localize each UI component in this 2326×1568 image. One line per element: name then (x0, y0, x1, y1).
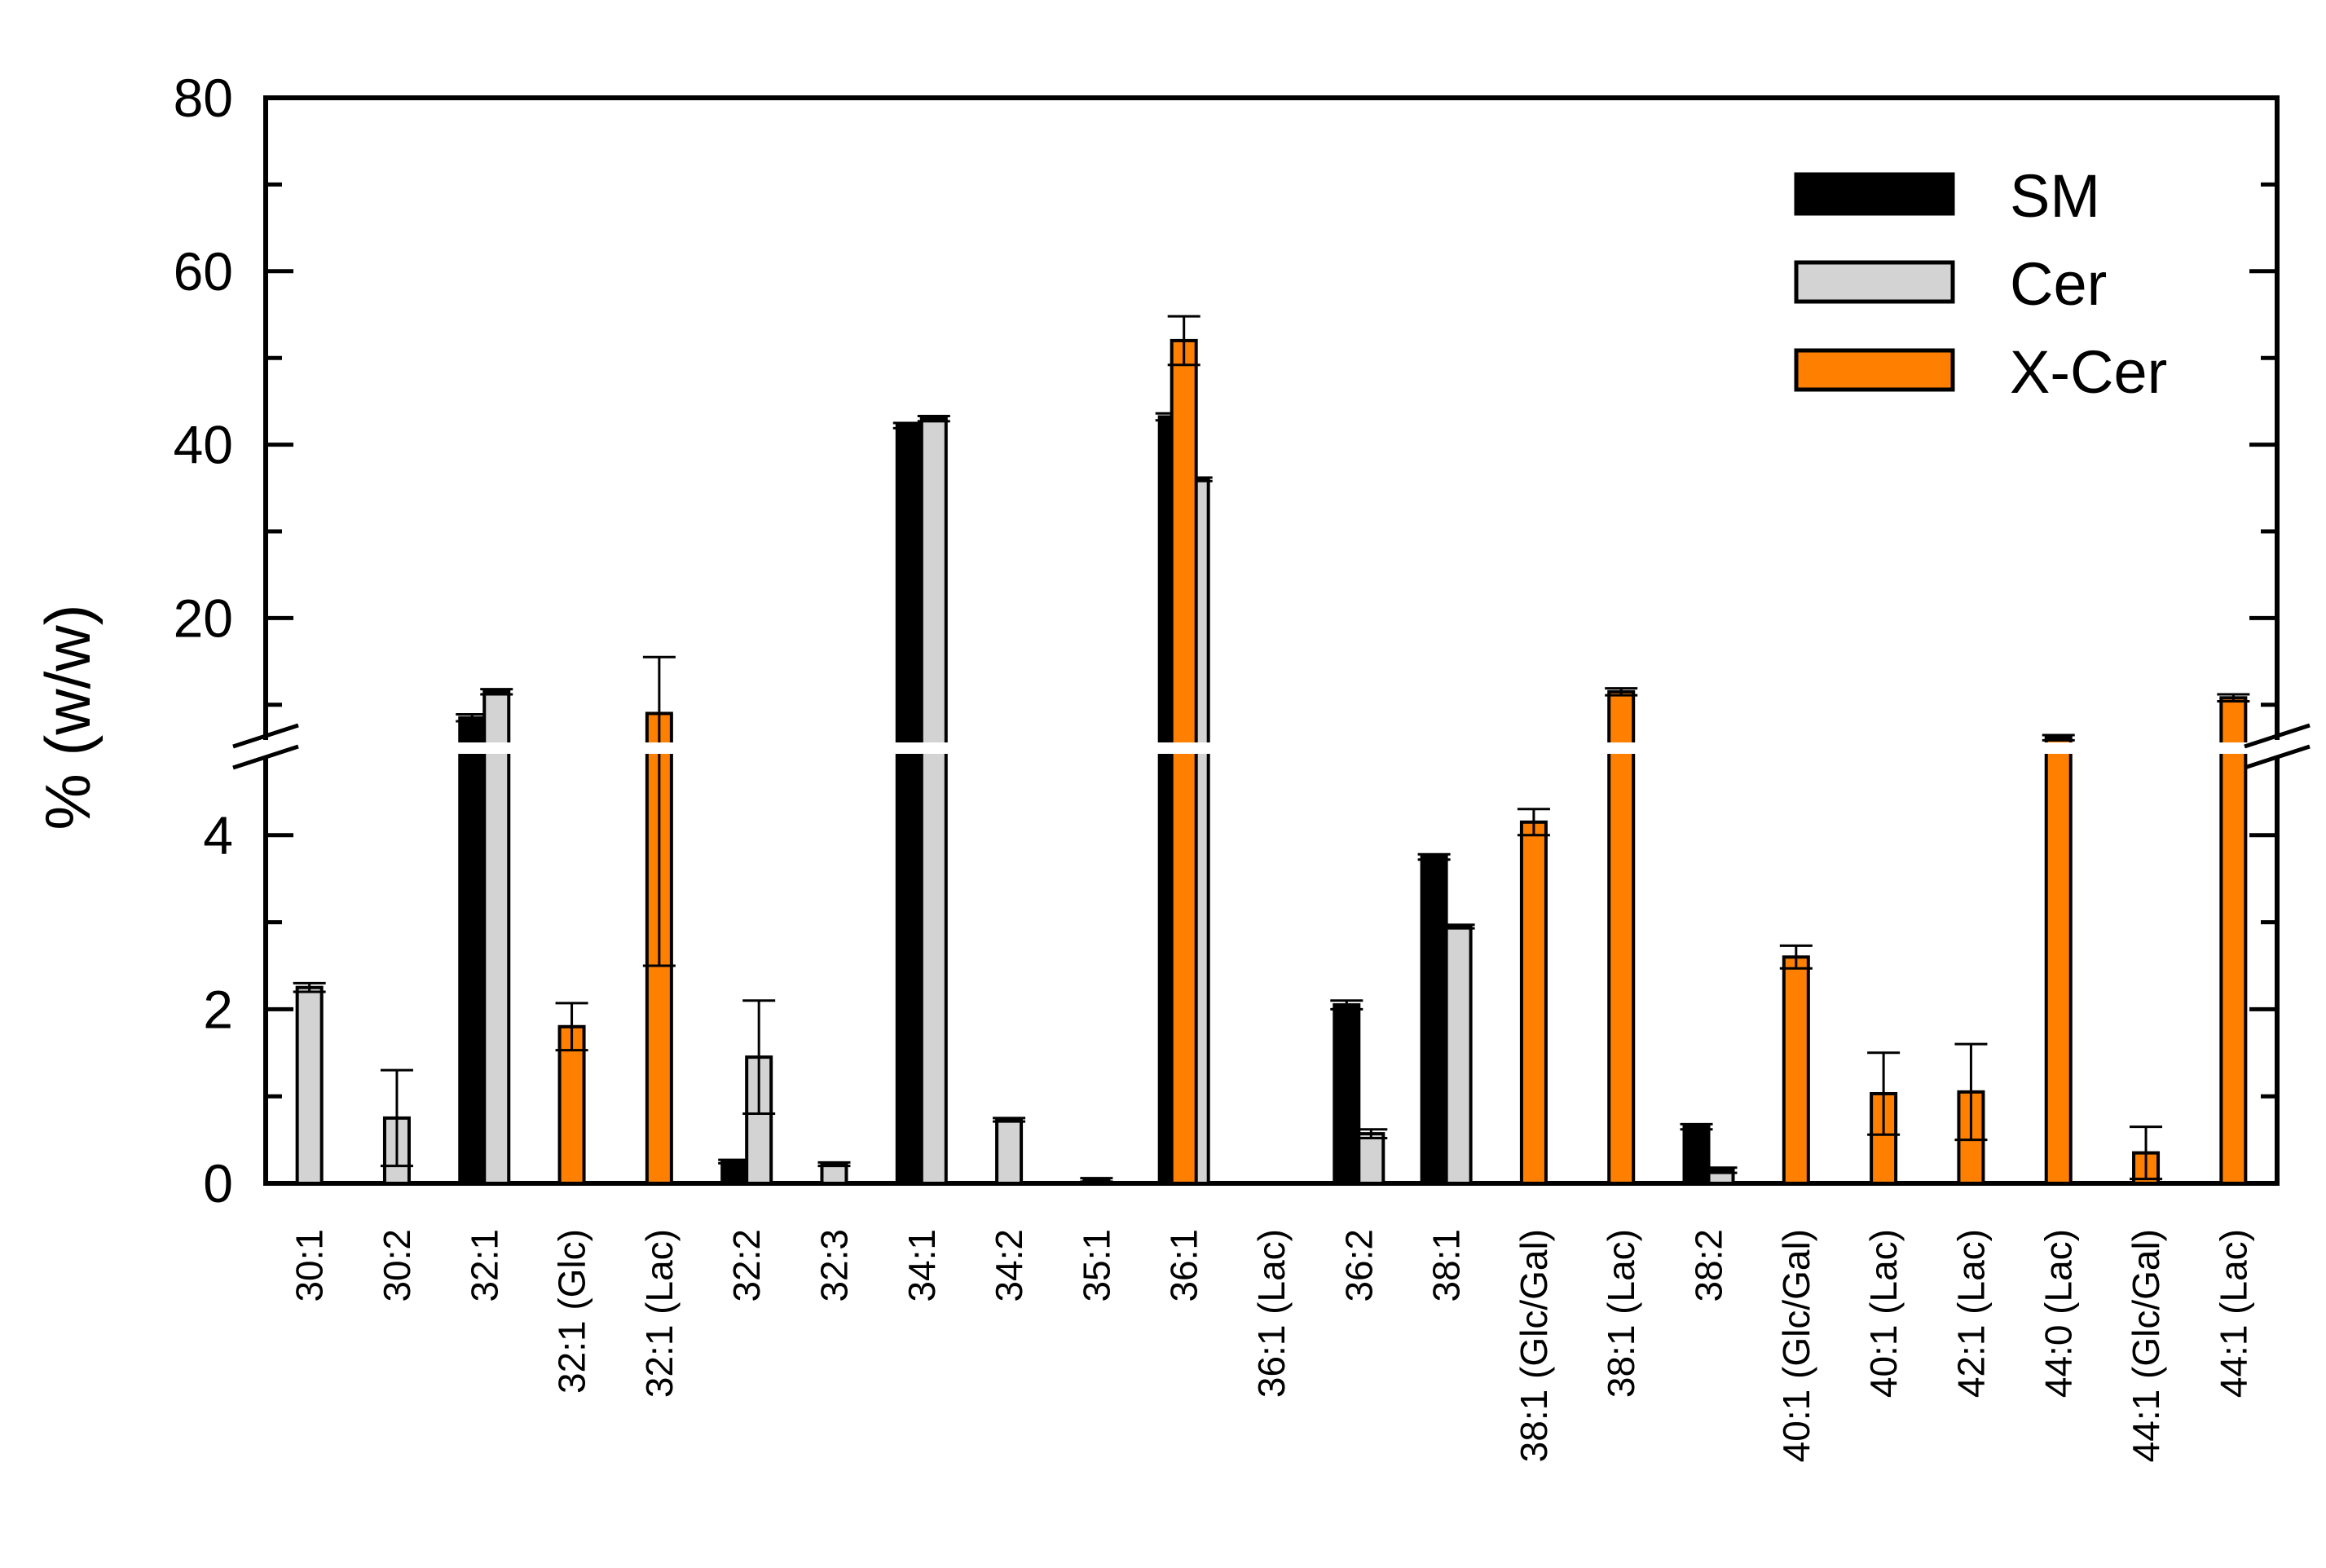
bar-cer-34-2 (995, 1118, 1024, 1186)
x-tick-label: 38:1 (1425, 1229, 1468, 1302)
legend-label-sm: SM (2010, 162, 2100, 230)
y-tick-label: 60 (174, 241, 233, 302)
y-axis: 0 2 4 20 40 60 80 (174, 68, 2277, 1213)
legend-label-cer: Cer (2010, 250, 2107, 318)
bar-x-cer-44-0-lac- (2044, 736, 2073, 1185)
y-tick-label: 4 (203, 805, 233, 865)
legend-swatch-sm (1794, 172, 1955, 216)
bar-x-cer-38-1-glc-gal- (1519, 820, 1548, 1186)
bar-cer-34-1 (919, 416, 948, 1185)
x-tick-label: 36:1 (1163, 1229, 1205, 1302)
bar-x-cer-36-1 (1170, 338, 1198, 1185)
x-tick-label: 32:1 (463, 1229, 505, 1302)
x-axis-labels: 30:1 30:2 32:1 32:1 (Glc) 32:1 (Lac) 32:2 32:3… (289, 1229, 2255, 1462)
bar-sm-32-2 (720, 1160, 749, 1186)
x-tick-label: 38:2 (1688, 1229, 1730, 1302)
x-tick-label: 44:1 (Lac) (2212, 1229, 2254, 1398)
x-tick-label: 30:2 (376, 1229, 418, 1302)
bar-cer-32-1 (482, 689, 511, 1185)
y-tick-label: 80 (174, 68, 233, 128)
x-tick-label: 38:1 (Lac) (1600, 1229, 1642, 1398)
bar-sm-36-2 (1333, 1003, 1361, 1186)
x-tick-label: 42:1 (Lac) (1949, 1229, 1992, 1398)
bar-sm-38-2 (1682, 1125, 1711, 1185)
bar-cer-36-2 (1357, 1132, 1385, 1186)
bar-sm-38-1 (1420, 855, 1448, 1185)
x-tick-label: 40:1 (Glc/Gal) (1775, 1229, 1817, 1462)
legend-swatch-cer (1794, 260, 1955, 304)
x-tick-label: 36:1 (Lac) (1250, 1229, 1293, 1398)
bar-cer-38-1 (1444, 924, 1473, 1185)
x-tick-label: 34:2 (988, 1229, 1030, 1302)
bar-sm-34-1 (895, 424, 923, 1185)
y-tick-label: 20 (174, 588, 233, 648)
x-tick-label: 30:1 (289, 1229, 331, 1302)
x-tick-label: 32:1 (Glc) (551, 1229, 593, 1394)
plot-frame (263, 95, 2280, 1186)
legend: SM Cer X-Cer (1794, 162, 2167, 406)
break-mark (232, 723, 299, 749)
axis-breaks (232, 723, 2311, 770)
bar-x-cer-38-1-lac- (1607, 689, 1636, 1185)
y-tick-label: 2 (203, 979, 233, 1039)
x-tick-label: 36:2 (1337, 1229, 1380, 1302)
bar-cer-30-1 (295, 985, 324, 1185)
x-tick-label: 32:1 (Lac) (638, 1229, 681, 1398)
bar-sm-32-1 (458, 716, 487, 1185)
y-axis-label: % (w/w) (32, 604, 104, 830)
x-tick-label: 44:1 (Glc/Gal) (2125, 1229, 2167, 1462)
legend-label-x-cer: X-Cer (2010, 338, 2167, 406)
x-tick-label: 44:0 (Lac) (2037, 1229, 2080, 1398)
x-tick-label: 38:1 (Glc/Gal) (1513, 1229, 1555, 1462)
x-tick-label: 40:1 (Lac) (1862, 1229, 1905, 1398)
break-mark (2244, 744, 2311, 770)
bar-x-cer-32-1-glc- (557, 1024, 586, 1186)
break-mark (232, 744, 299, 770)
bar-x-cer-44-1-lac- (2219, 696, 2248, 1185)
x-tick-label: 32:2 (725, 1229, 768, 1302)
bar-x-cer-40-1-glc-gal- (1782, 955, 1810, 1185)
legend-swatch-x-cer (1794, 348, 1955, 392)
bars (293, 315, 2250, 1186)
y-tick-label: 40 (174, 415, 233, 475)
x-tick-label: 35:1 (1075, 1229, 1117, 1302)
x-tick-label: 34:1 (901, 1229, 943, 1302)
break-mark (2244, 723, 2311, 749)
y-tick-label: 0 (203, 1153, 233, 1213)
plot-border (263, 95, 2280, 1186)
break-gap (269, 742, 2274, 754)
x-tick-label: 32:3 (813, 1229, 855, 1302)
